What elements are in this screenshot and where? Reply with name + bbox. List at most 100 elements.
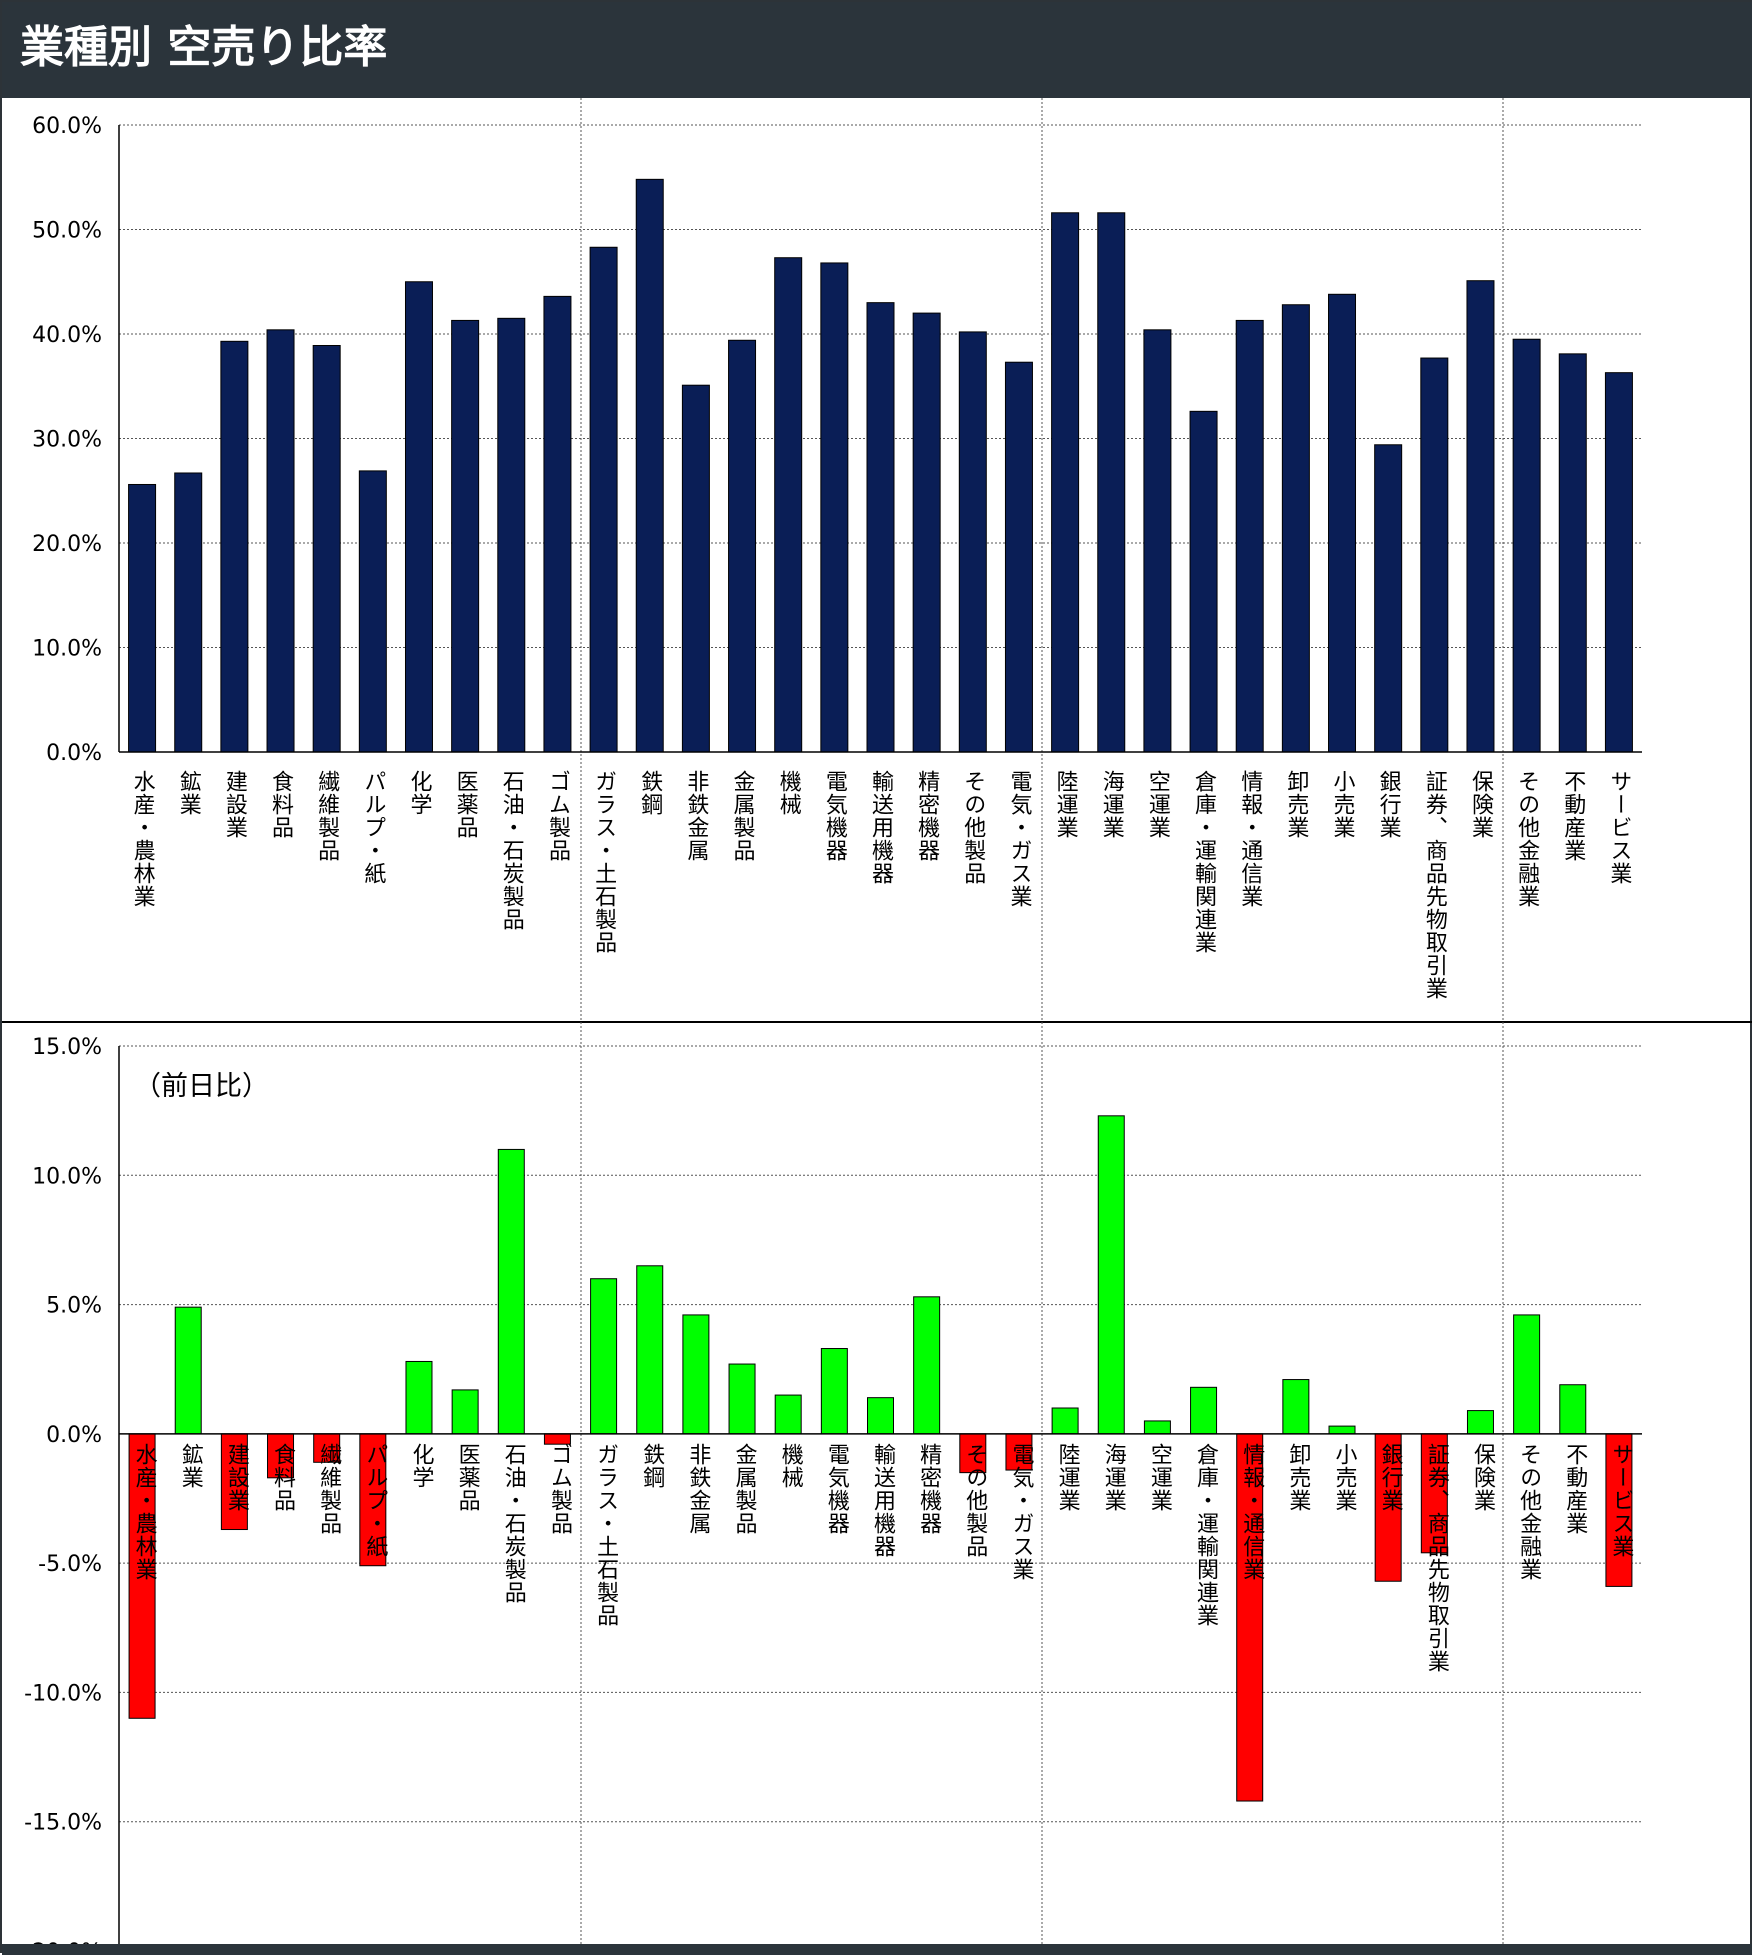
- bar: [820, 262, 849, 753]
- category-label: 建設業: [224, 1443, 250, 1512]
- daily-change-chart: （前日比） -20.0%-15.0%-10.0%-5.0%0.0%5.0%10.…: [24, 1022, 1642, 1955]
- bar: [866, 302, 895, 753]
- category-label: 電気機器: [824, 1443, 850, 1535]
- bar: [1235, 319, 1264, 753]
- category-label: 輸送用機器: [870, 1443, 896, 1558]
- bar: [912, 312, 941, 753]
- category-label: 空運業: [1145, 770, 1171, 839]
- category-label: 繊維製品: [316, 1443, 342, 1535]
- category-label: サービス業: [1608, 1443, 1634, 1558]
- category-label: ガラス・土石製品: [591, 770, 617, 954]
- category-label: 鉱業: [178, 1443, 204, 1489]
- category-label: 空運業: [1147, 1443, 1173, 1512]
- category-label: 石油・石炭製品: [501, 1443, 527, 1604]
- category-label: 非鉄金属: [683, 770, 709, 862]
- page-title: 業種別 空売り比率: [20, 22, 388, 73]
- y-tick-label: 40.0%: [32, 323, 102, 348]
- category-label: 銀行業: [1376, 770, 1402, 839]
- category-label: 情報・通信業: [1237, 770, 1263, 908]
- category-label: ゴム製品: [547, 1443, 573, 1535]
- bar: [1051, 212, 1080, 753]
- bar: [1051, 1407, 1079, 1435]
- category-label: 機械: [776, 770, 802, 816]
- bar: [1605, 1433, 1633, 1587]
- category-label: 陸運業: [1053, 770, 1079, 839]
- category-label: 倉庫・運輸関連業: [1193, 1443, 1219, 1627]
- bar: [312, 344, 341, 753]
- bar: [497, 317, 526, 753]
- bar: [774, 1394, 802, 1435]
- bar: [728, 1363, 756, 1435]
- bar: [1281, 304, 1310, 753]
- category-label: その他製品: [962, 1443, 988, 1558]
- category-label: 医薬品: [453, 770, 479, 839]
- y-tick-label: 10.0%: [32, 1164, 102, 1189]
- y-tick-label: 20.0%: [32, 532, 102, 557]
- bar: [128, 483, 157, 753]
- y-tick-label: 0.0%: [46, 1423, 102, 1448]
- bar: [1604, 372, 1633, 753]
- category-label: パルプ・紙: [360, 770, 386, 885]
- bar: [451, 319, 480, 753]
- category-label: 保険業: [1468, 770, 1494, 839]
- bar: [497, 1148, 525, 1435]
- bar: [867, 1397, 894, 1435]
- category-label: ゴム製品: [545, 770, 571, 862]
- bar: [681, 384, 710, 753]
- y-tick-label: -15.0%: [24, 1811, 102, 1836]
- bar: [636, 1265, 664, 1435]
- category-label: その他製品: [960, 770, 986, 885]
- bar: [1189, 410, 1218, 753]
- bar: [358, 470, 387, 753]
- category-label: 卸売業: [1283, 770, 1309, 839]
- bar: [959, 1433, 987, 1474]
- y-tick-label: -10.0%: [24, 1681, 102, 1706]
- bar: [174, 1306, 202, 1435]
- bar: [774, 257, 803, 753]
- category-label: 証券、商品先物取引業: [1424, 1443, 1450, 1673]
- category-label: 倉庫・運輸関連業: [1191, 770, 1217, 954]
- bar: [1466, 1410, 1494, 1435]
- category-label: 機械: [778, 1443, 804, 1489]
- y-tick-label: 30.0%: [32, 428, 102, 453]
- bar: [404, 281, 433, 753]
- bar: [220, 340, 249, 753]
- category-label: 医薬品: [455, 1443, 481, 1512]
- bar: [1374, 1433, 1402, 1582]
- category-label: 銀行業: [1378, 1443, 1404, 1512]
- bar: [1328, 1425, 1356, 1435]
- bar: [266, 329, 295, 753]
- category-label: 水産・農林業: [132, 1443, 158, 1581]
- bar: [589, 246, 618, 753]
- bar: [682, 1314, 710, 1435]
- category-label: 非鉄金属: [685, 1443, 711, 1535]
- category-label: その他金融業: [1514, 770, 1540, 908]
- category-label: パルプ・紙: [362, 1443, 388, 1558]
- bar: [1143, 1420, 1171, 1435]
- category-label: 海運業: [1099, 770, 1125, 839]
- category-label: 情報・通信業: [1239, 1443, 1265, 1581]
- y-tick-label: 60.0%: [32, 114, 102, 139]
- bar: [1097, 212, 1126, 753]
- bar: [1559, 1384, 1587, 1435]
- bar: [174, 472, 203, 753]
- bar: [543, 295, 572, 753]
- bar: [1005, 1433, 1033, 1471]
- bar: [1190, 1386, 1218, 1435]
- category-label: 小売業: [1330, 770, 1356, 839]
- category-label: 鉱業: [176, 770, 202, 816]
- category-label: 化学: [406, 770, 432, 816]
- category-label: 卸売業: [1285, 1443, 1311, 1512]
- bar: [451, 1389, 479, 1435]
- category-label: サービス業: [1606, 770, 1632, 885]
- header-bar: 業種別 空売り比率: [2, 2, 1752, 98]
- bar: [1328, 293, 1357, 753]
- category-label: 証券、商品先物取引業: [1422, 770, 1448, 1000]
- bar: [1420, 1433, 1448, 1554]
- category-label: 電気・ガス業: [1006, 770, 1032, 908]
- bar: [590, 1278, 618, 1435]
- category-label: 小売業: [1332, 1443, 1358, 1512]
- bar: [1374, 444, 1403, 753]
- bar: [405, 1360, 433, 1435]
- category-label: 輸送用機器: [868, 770, 894, 885]
